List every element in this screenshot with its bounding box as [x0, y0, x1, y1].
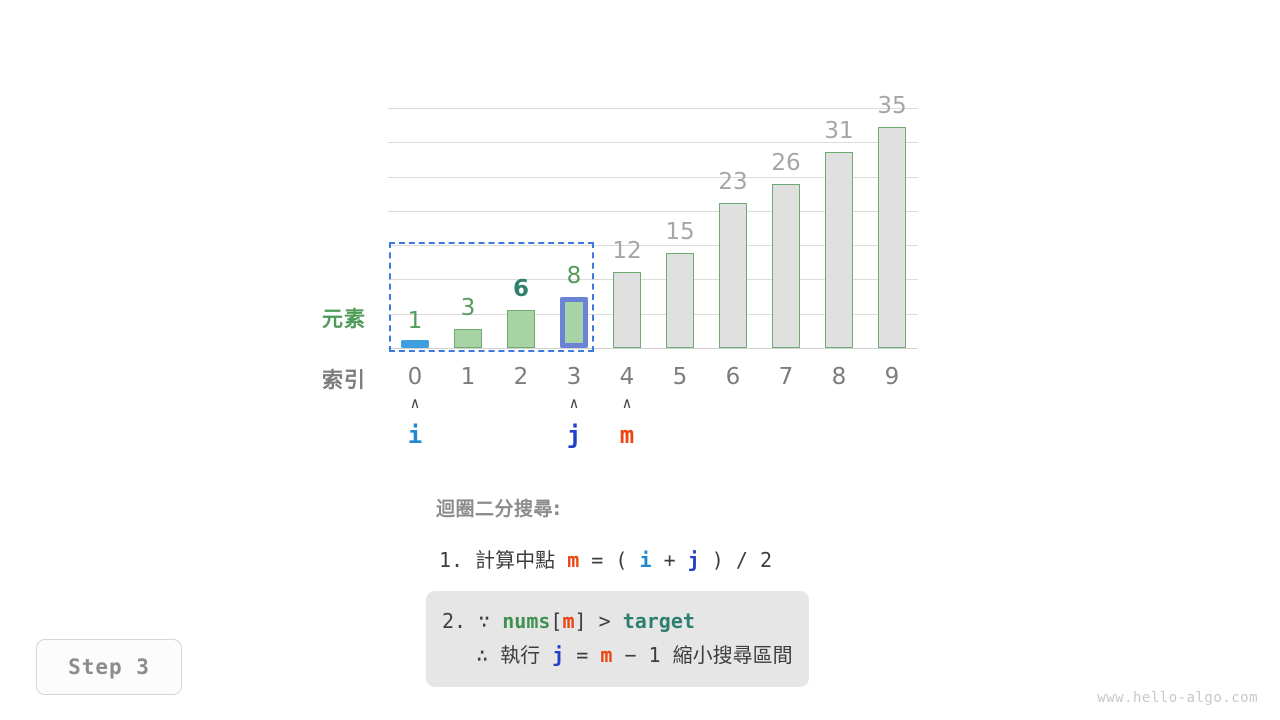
step1-open-paren: (: [615, 548, 628, 572]
index-tick-2: 2: [513, 364, 529, 390]
step1-m: m: [567, 548, 580, 572]
pointer-label-m: m: [619, 421, 635, 449]
bar-4: [613, 272, 641, 348]
index-tick-0: 0: [407, 364, 423, 390]
bar-7: [772, 184, 800, 348]
search-interval-box: [389, 242, 594, 352]
chart-gridline: [388, 211, 918, 212]
step2-bracket-close: ]: [574, 609, 587, 633]
step2-j: j: [552, 643, 565, 667]
bar-2: [507, 310, 535, 348]
step-badge: Step 3: [36, 639, 182, 695]
step2-m: m: [562, 609, 575, 633]
index-tick-8: 8: [831, 364, 847, 390]
chart-baseline: [388, 348, 918, 349]
index-tick-7: 7: [778, 364, 794, 390]
step2-number: 2.: [442, 609, 467, 633]
chart-gridline: [388, 245, 918, 246]
step-badge-label: Step 3: [68, 655, 150, 679]
index-tick-3: 3: [566, 364, 582, 390]
pointer-caret-m: ∧: [622, 394, 632, 412]
bar-value-label-4: 12: [612, 238, 642, 264]
step1-plus: +: [663, 548, 676, 572]
bar-5: [666, 253, 694, 348]
bar-8: [825, 152, 853, 348]
bar-value-label-8: 31: [824, 118, 854, 144]
chart-gridline: [388, 177, 918, 178]
step2-tail: 縮小搜尋區間: [672, 643, 793, 667]
step2-bracket-open: [: [550, 609, 563, 633]
index-row-label: 索引: [322, 368, 366, 392]
caption-step-2-line-2: ∴ 執行 j = m − 1 縮小搜尋區間: [442, 638, 793, 672]
index-tick-4: 4: [619, 364, 635, 390]
bar-chart: 1 3 6 8 12 15 23 26 31 35: [388, 95, 918, 348]
bar-value-label-3: 8: [566, 263, 582, 289]
step1-text: 計算中點: [475, 548, 556, 572]
bar-1: [454, 329, 482, 348]
chart-gridline: [388, 142, 918, 143]
step1-slash: /: [735, 548, 748, 572]
index-tick-6: 6: [725, 364, 741, 390]
step1-j: j: [687, 548, 700, 572]
step2-eq: =: [576, 643, 589, 667]
pointer-label-j: j: [566, 421, 582, 449]
pointer-label-i: i: [407, 421, 423, 449]
step1-close-paren: ): [711, 548, 724, 572]
step2-because-symbol: ∵: [478, 609, 491, 633]
bar-value-label-1: 3: [460, 295, 476, 321]
step1-two: 2: [759, 548, 772, 572]
element-row-label: 元素: [322, 307, 366, 331]
step1-i: i: [639, 548, 652, 572]
step1-number: 1.: [439, 548, 464, 572]
chart-gridline: [388, 279, 918, 280]
bar-value-label-6: 23: [718, 169, 748, 195]
caption-step-2-highlight: 2. ∵ nums[m] > target ∴ 執行 j = m − 1 縮小搜…: [426, 591, 809, 687]
bar-value-label-9: 35: [877, 93, 907, 119]
bar-value-label-7: 26: [771, 150, 801, 176]
step2-therefore-symbol: ∴: [476, 643, 489, 667]
index-tick-1: 1: [460, 364, 476, 390]
caption-step-1: 1. 計算中點 m = ( i + j ) / 2: [436, 545, 906, 575]
pointer-caret-i: ∧: [410, 394, 420, 412]
bar-6: [719, 203, 747, 348]
step1-eq: =: [591, 548, 604, 572]
step2-target: target: [622, 609, 695, 633]
index-tick-5: 5: [672, 364, 688, 390]
chart-gridline: [388, 314, 918, 315]
chart-gridline: [388, 108, 918, 109]
bar-value-label-2: 6: [512, 276, 529, 302]
bar-value-label-5: 15: [665, 219, 695, 245]
step2-gt: >: [598, 609, 611, 633]
bar-0: [401, 340, 429, 348]
bar-value-label-0: 1: [407, 308, 423, 334]
chart-gridlines: [388, 108, 918, 349]
step2-minus: −: [624, 643, 637, 667]
watermark: www.hello-algo.com: [1097, 690, 1258, 706]
step2-m2: m: [600, 643, 613, 667]
step2-do: 執行: [500, 643, 541, 667]
bar-3: [560, 297, 588, 348]
step2-nums: nums: [502, 609, 551, 633]
caption-step-2-line-1: 2. ∵ nums[m] > target: [442, 604, 793, 638]
caption-title: 迴圈二分搜尋:: [436, 498, 562, 520]
index-tick-9: 9: [884, 364, 900, 390]
caption-block: 迴圈二分搜尋: 1. 計算中點 m = ( i + j ) / 2 2. ∵ n…: [426, 494, 906, 687]
pointer-caret-j: ∧: [569, 394, 579, 412]
bar-9: [878, 127, 906, 348]
step2-one: 1: [648, 643, 661, 667]
